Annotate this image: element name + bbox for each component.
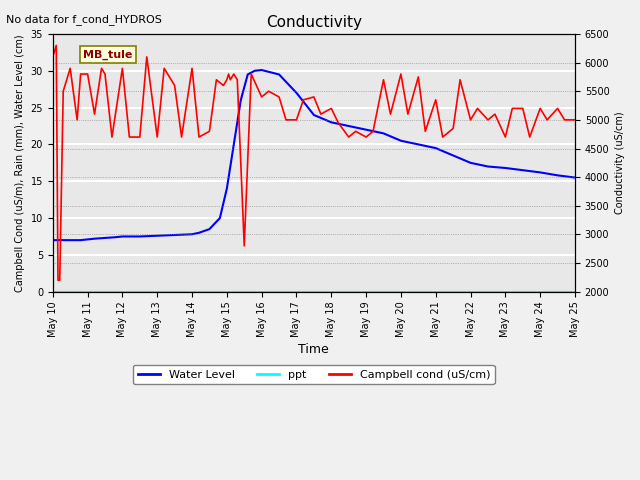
Water Level: [223, 186, 230, 192]
Water Level: [380, 131, 387, 136]
Water Level: [362, 127, 370, 132]
Campbell cond (uS/cm): [205, 129, 213, 134]
Water Level: [230, 142, 237, 147]
Water Level: [91, 236, 99, 241]
Water Level: [101, 235, 109, 241]
Water Level: [216, 215, 224, 221]
Campbell cond (uS/cm): [317, 111, 324, 117]
Water Level: [345, 123, 353, 129]
Water Level: [154, 233, 161, 239]
Water Level: [571, 175, 579, 180]
Water Level: [111, 234, 119, 240]
Text: MB_tule: MB_tule: [83, 49, 132, 60]
Legend: Water Level, ppt, Campbell cond (uS/cm): Water Level, ppt, Campbell cond (uS/cm): [133, 365, 495, 384]
Water Level: [484, 164, 492, 169]
Campbell cond (uS/cm): [52, 43, 60, 48]
Y-axis label: Conductivity (uS/cm): Conductivity (uS/cm): [615, 111, 625, 214]
Water Level: [275, 72, 283, 77]
Water Level: [449, 153, 457, 158]
Water Level: [258, 67, 266, 73]
Campbell cond (uS/cm): [241, 243, 248, 249]
Campbell cond (uS/cm): [54, 277, 62, 283]
Campbell cond (uS/cm): [571, 117, 579, 123]
Water Level: [188, 231, 196, 237]
Line: Campbell cond (uS/cm): Campbell cond (uS/cm): [52, 46, 575, 280]
Water Level: [432, 145, 440, 151]
Water Level: [536, 169, 544, 175]
Y-axis label: Campbell Cond (uS/m), Rain (mm), Water Level (cm): Campbell Cond (uS/m), Rain (mm), Water L…: [15, 34, 25, 292]
Title: Conductivity: Conductivity: [266, 15, 362, 30]
Water Level: [328, 120, 335, 125]
Water Level: [251, 68, 259, 73]
Water Level: [49, 237, 56, 243]
Water Level: [467, 160, 474, 166]
Water Level: [77, 237, 84, 243]
Water Level: [56, 237, 63, 243]
Water Level: [237, 97, 244, 103]
X-axis label: Time: Time: [298, 343, 329, 356]
Water Level: [118, 234, 126, 240]
Campbell cond (uS/cm): [101, 71, 109, 77]
Water Level: [519, 168, 527, 173]
Water Level: [310, 112, 317, 118]
Water Level: [554, 172, 561, 178]
Water Level: [205, 226, 213, 232]
Water Level: [292, 90, 300, 96]
Campbell cond (uS/cm): [49, 54, 56, 60]
Water Level: [171, 232, 179, 238]
Water Level: [136, 234, 143, 240]
Water Level: [244, 72, 252, 77]
Line: Water Level: Water Level: [52, 70, 575, 240]
Water Level: [195, 230, 203, 236]
Campbell cond (uS/cm): [502, 134, 509, 140]
Campbell cond (uS/cm): [161, 65, 168, 71]
Water Level: [67, 237, 74, 243]
Water Level: [415, 142, 422, 147]
Water Level: [84, 237, 92, 242]
Water Level: [502, 165, 509, 171]
Text: No data for f_cond_HYDROS: No data for f_cond_HYDROS: [6, 14, 163, 25]
Water Level: [397, 138, 404, 144]
